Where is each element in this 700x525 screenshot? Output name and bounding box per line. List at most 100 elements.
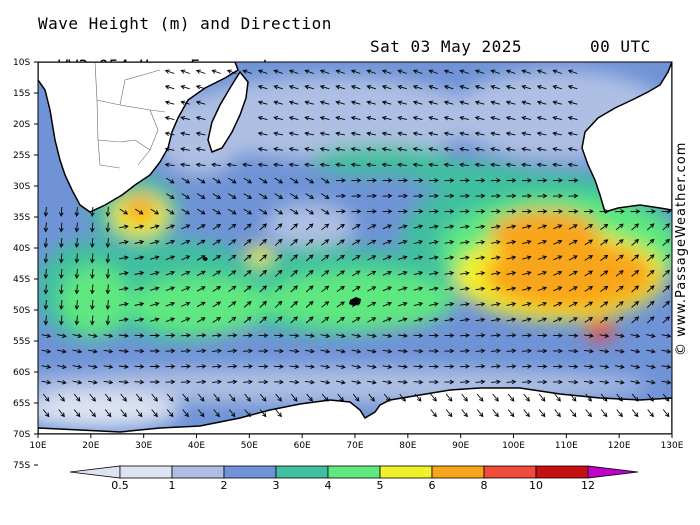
- direction-arrow: [90, 237, 95, 248]
- direction-arrow: [350, 115, 361, 121]
- direction-arrow: [259, 300, 267, 308]
- direction-arrow: [289, 364, 300, 369]
- direction-arrow: [119, 255, 129, 261]
- direction-arrow: [538, 409, 546, 418]
- direction-arrow: [134, 286, 145, 291]
- direction-arrow: [320, 379, 331, 385]
- lon-label: 80E: [399, 441, 416, 451]
- direction-arrow: [180, 146, 190, 152]
- direction-arrow: [105, 237, 111, 248]
- direction-arrow: [459, 69, 469, 74]
- colorbar-segment: [535, 465, 589, 479]
- direction-arrow: [444, 224, 455, 230]
- lat-label: 25S: [13, 151, 30, 161]
- direction-arrow: [212, 285, 222, 292]
- direction-arrow: [319, 84, 330, 90]
- direction-arrow: [135, 393, 143, 402]
- direction-arrow: [336, 364, 346, 370]
- direction-arrow: [305, 238, 314, 246]
- colorbar-segment: [223, 465, 277, 479]
- direction-arrow: [274, 254, 283, 262]
- direction-arrow: [506, 178, 517, 183]
- direction-arrow: [41, 348, 52, 354]
- direction-arrow: [631, 269, 640, 277]
- direction-arrow: [165, 348, 176, 354]
- direction-arrow: [491, 239, 501, 245]
- direction-arrow: [351, 239, 361, 246]
- direction-arrow: [461, 393, 468, 402]
- direction-arrow: [492, 393, 499, 402]
- direction-arrow: [335, 146, 345, 152]
- direction-arrow: [228, 254, 237, 262]
- direction-arrow: [583, 333, 594, 338]
- direction-arrow: [103, 348, 114, 354]
- direction-arrow: [212, 316, 222, 323]
- direction-arrow: [413, 178, 424, 183]
- lon-label: 90E: [452, 441, 469, 451]
- madagascar-landmass: [207, 70, 249, 153]
- direction-arrow: [181, 270, 191, 276]
- direction-arrow: [443, 100, 454, 105]
- direction-arrow: [134, 333, 145, 338]
- direction-arrow: [537, 270, 548, 276]
- direction-arrow: [428, 193, 439, 199]
- direction-arrow: [166, 393, 174, 402]
- direction-arrow: [506, 224, 517, 230]
- direction-arrow: [475, 364, 486, 369]
- direction-arrow: [243, 269, 252, 277]
- direction-arrow: [382, 178, 393, 183]
- direction-arrow: [180, 162, 191, 168]
- direction-arrow: [244, 393, 251, 402]
- direction-arrow: [181, 255, 191, 261]
- direction-arrow: [459, 348, 470, 354]
- direction-arrow: [228, 270, 237, 277]
- direction-arrow: [228, 285, 237, 293]
- direction-arrow: [212, 239, 222, 246]
- direction-arrow: [42, 393, 50, 402]
- direction-arrow: [90, 206, 95, 217]
- direction-arrow: [412, 146, 423, 152]
- direction-arrow: [553, 239, 563, 245]
- direction-arrow: [615, 270, 624, 277]
- direction-arrow: [521, 193, 532, 199]
- colorbar-label: 12: [581, 479, 595, 492]
- direction-arrow: [490, 162, 501, 168]
- colorbar-label: 0.5: [111, 479, 129, 492]
- direction-arrow: [631, 285, 640, 293]
- direction-arrow: [661, 348, 672, 354]
- direction-arrow: [134, 239, 145, 245]
- direction-arrow: [429, 239, 439, 245]
- direction-arrow: [398, 286, 408, 291]
- direction-arrow: [615, 333, 625, 339]
- direction-arrow: [257, 131, 268, 137]
- direction-arrow: [319, 115, 330, 121]
- direction-arrow: [196, 255, 206, 261]
- lon-label: 60E: [294, 441, 311, 451]
- direction-arrow: [631, 409, 639, 418]
- direction-arrow: [521, 69, 531, 74]
- direction-arrow: [335, 162, 346, 168]
- direction-arrow: [490, 333, 501, 338]
- direction-arrow: [196, 177, 206, 184]
- direction-arrow: [227, 348, 238, 354]
- direction-arrow: [227, 379, 238, 385]
- direction-arrow: [397, 348, 408, 354]
- direction-arrow: [521, 115, 532, 121]
- direction-arrow: [88, 364, 98, 370]
- direction-arrow: [428, 333, 439, 338]
- direction-arrow: [428, 146, 438, 152]
- direction-arrow: [490, 193, 501, 199]
- direction-arrow: [381, 100, 392, 105]
- direction-arrow: [475, 317, 486, 323]
- direction-arrow: [367, 379, 377, 385]
- direction-arrow: [211, 69, 221, 74]
- direction-arrow: [212, 254, 222, 261]
- direction-arrow: [474, 131, 485, 137]
- direction-arrow: [59, 206, 64, 217]
- direction-arrow: [367, 301, 377, 307]
- direction-arrow: [615, 364, 625, 370]
- direction-arrow: [274, 193, 284, 199]
- direction-arrow: [382, 270, 392, 276]
- direction-arrow: [491, 270, 501, 276]
- direction-arrow: [258, 333, 269, 338]
